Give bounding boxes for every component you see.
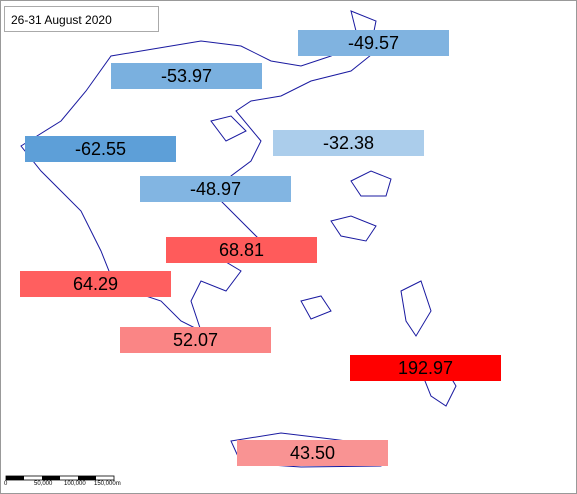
- region-label: -53.97: [111, 63, 262, 89]
- region-label: -62.55: [25, 136, 176, 162]
- scale-label: 150,000m: [94, 481, 121, 487]
- scale-bar-segment: [42, 476, 60, 480]
- region-label: 68.81: [166, 237, 317, 263]
- island: [330, 215, 377, 242]
- region-label: -48.97: [140, 176, 291, 202]
- scale-bar-segment: [6, 476, 24, 480]
- scale-label: 100,000: [64, 481, 86, 487]
- island: [300, 295, 332, 320]
- scale-label: 0: [4, 481, 8, 487]
- region-label: -32.38: [273, 130, 424, 156]
- region-label: 52.07: [120, 327, 271, 353]
- scale-bar: [5, 475, 115, 481]
- island: [400, 280, 432, 337]
- island: [350, 170, 392, 197]
- map-title: 26-31 August 2020: [4, 6, 159, 32]
- region-label: -49.57: [298, 30, 449, 56]
- scale-label: 50,000: [34, 481, 53, 487]
- region-label: 192.97: [350, 355, 501, 381]
- region-label: 64.29: [20, 271, 171, 297]
- island: [210, 115, 247, 142]
- scale-bar-segment: [78, 476, 96, 480]
- region-label: 43.50: [237, 440, 388, 466]
